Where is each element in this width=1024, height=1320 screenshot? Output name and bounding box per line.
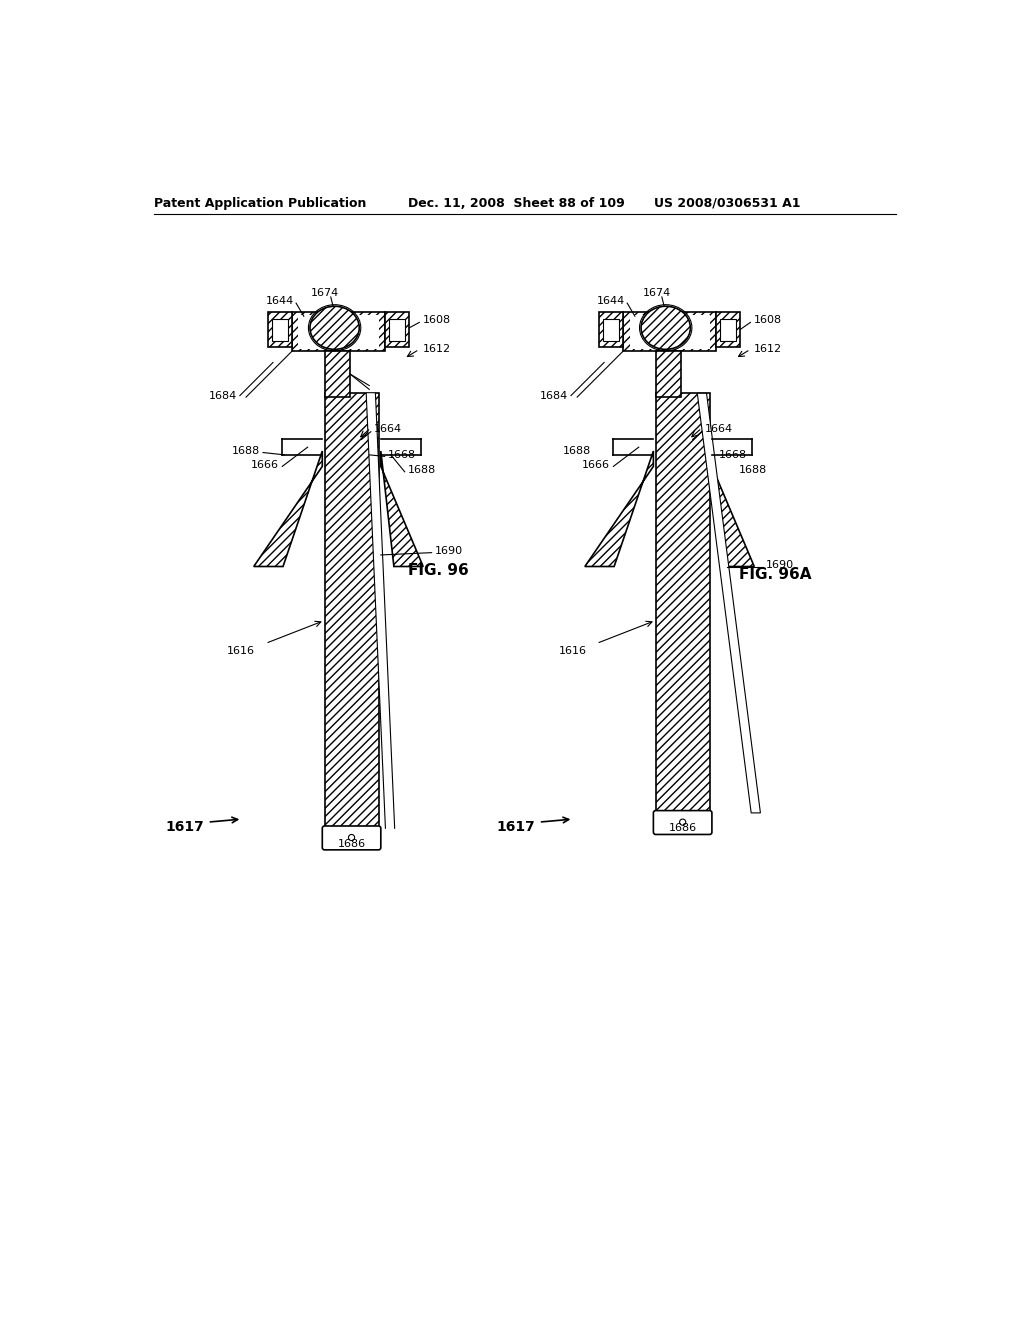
Text: FIG. 96A: FIG. 96A [739, 566, 811, 582]
Bar [272, 318, 288, 341]
Text: 1608: 1608 [755, 315, 782, 325]
Circle shape [680, 818, 686, 825]
Polygon shape [381, 451, 423, 566]
Ellipse shape [310, 306, 359, 350]
Bar [603, 318, 618, 341]
FancyBboxPatch shape [653, 810, 712, 834]
Text: 1666: 1666 [582, 459, 609, 470]
Text: 1684: 1684 [209, 391, 237, 400]
Bar [267, 313, 292, 347]
Text: 1664: 1664 [374, 425, 402, 434]
Text: 1617: 1617 [165, 820, 204, 834]
Polygon shape [254, 451, 323, 566]
Bar [624, 313, 716, 351]
Bar [385, 313, 410, 347]
Text: 1690: 1690 [435, 546, 463, 556]
Polygon shape [367, 393, 394, 829]
Bar [325, 351, 350, 397]
Text: 1674: 1674 [642, 288, 671, 298]
Bar [630, 314, 710, 348]
Text: 1674: 1674 [311, 288, 340, 298]
Text: 1688: 1688 [408, 465, 436, 475]
Text: 1616: 1616 [558, 647, 587, 656]
Bar [599, 313, 624, 347]
Text: 1617: 1617 [496, 820, 535, 834]
Bar [292, 313, 385, 351]
Text: 1668: 1668 [388, 450, 416, 459]
Text: 1684: 1684 [540, 391, 568, 400]
Text: 1664: 1664 [705, 425, 733, 434]
Ellipse shape [641, 306, 690, 350]
Text: Dec. 11, 2008  Sheet 88 of 109: Dec. 11, 2008 Sheet 88 of 109 [408, 197, 625, 210]
Bar [716, 313, 740, 347]
Text: 1616: 1616 [227, 647, 255, 656]
Bar [389, 318, 404, 341]
Text: 1608: 1608 [423, 315, 452, 325]
Bar [298, 314, 379, 348]
Text: 1690: 1690 [766, 560, 794, 570]
Bar [720, 318, 736, 341]
FancyBboxPatch shape [323, 826, 381, 850]
Text: 1688: 1688 [231, 446, 260, 455]
Text: 1644: 1644 [265, 296, 294, 306]
Text: 1668: 1668 [719, 450, 746, 459]
Polygon shape [585, 451, 653, 566]
Text: 1612: 1612 [755, 345, 782, 354]
Circle shape [348, 834, 354, 841]
Text: Patent Application Publication: Patent Application Publication [154, 197, 366, 210]
Bar [655, 393, 710, 813]
Polygon shape [712, 451, 755, 566]
Bar [325, 393, 379, 829]
Text: 1686: 1686 [338, 838, 366, 849]
Text: US 2008/0306531 A1: US 2008/0306531 A1 [654, 197, 801, 210]
Text: 1644: 1644 [597, 296, 625, 306]
Text: 1666: 1666 [251, 459, 279, 470]
Text: 1688: 1688 [563, 446, 591, 455]
Text: 1612: 1612 [423, 345, 452, 354]
Text: 1686: 1686 [669, 824, 696, 833]
Text: 1688: 1688 [739, 465, 767, 475]
Polygon shape [697, 393, 761, 813]
Bar [655, 351, 681, 397]
Text: FIG. 96: FIG. 96 [408, 562, 469, 578]
